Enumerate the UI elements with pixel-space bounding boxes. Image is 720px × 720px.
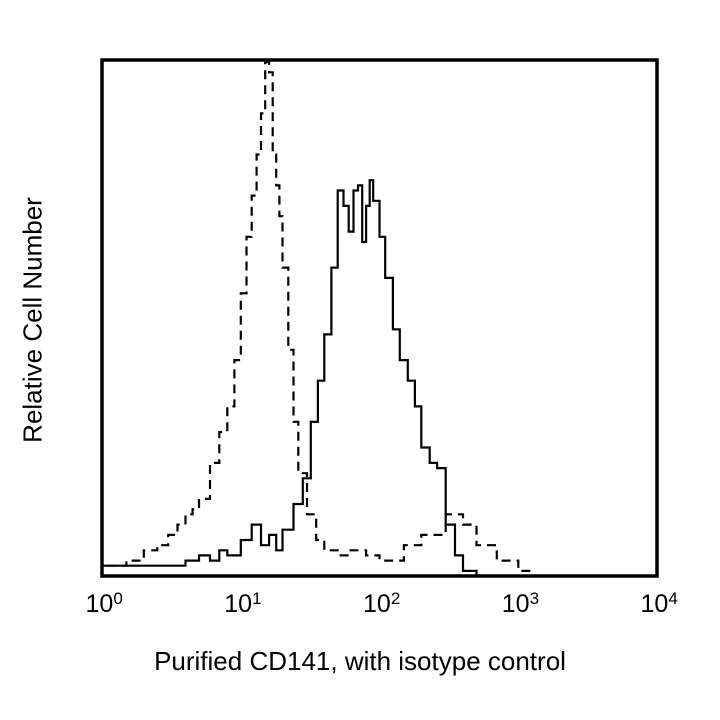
cd141-histogram xyxy=(100,179,478,576)
x-tick-label: 103 xyxy=(501,589,540,618)
plot-frame xyxy=(100,58,659,578)
y-axis-label: Relative Cell Number xyxy=(17,197,48,443)
x-tick-label: 101 xyxy=(224,589,262,618)
x-axis-label: Purified CD141, with isotype control xyxy=(154,646,566,676)
x-tick-label: 100 xyxy=(85,589,123,618)
isotype-control-histogram xyxy=(100,60,531,576)
plot-area xyxy=(100,60,531,576)
x-tick-label: 102 xyxy=(363,589,401,618)
x-tick-label: 104 xyxy=(640,589,678,618)
